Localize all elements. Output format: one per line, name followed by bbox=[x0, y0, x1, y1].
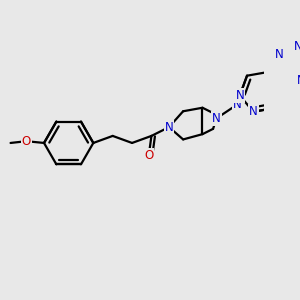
Text: N: N bbox=[233, 98, 242, 111]
Text: N: N bbox=[165, 121, 173, 134]
Text: N: N bbox=[165, 121, 173, 134]
Text: N: N bbox=[236, 89, 244, 102]
Text: N: N bbox=[249, 105, 258, 118]
Text: N: N bbox=[297, 74, 300, 87]
Text: N: N bbox=[233, 98, 242, 111]
Text: N: N bbox=[212, 112, 221, 125]
Text: O: O bbox=[22, 135, 31, 148]
Text: N: N bbox=[212, 112, 221, 125]
Text: N: N bbox=[165, 121, 173, 134]
Text: N: N bbox=[297, 74, 300, 87]
Text: O: O bbox=[144, 149, 153, 162]
Text: N: N bbox=[274, 48, 284, 61]
Text: N: N bbox=[294, 40, 300, 53]
Text: O: O bbox=[144, 149, 153, 162]
Text: N: N bbox=[249, 105, 258, 118]
Text: N: N bbox=[236, 89, 244, 102]
Text: N: N bbox=[274, 48, 284, 61]
Text: O: O bbox=[22, 135, 31, 148]
Text: N: N bbox=[294, 40, 300, 53]
